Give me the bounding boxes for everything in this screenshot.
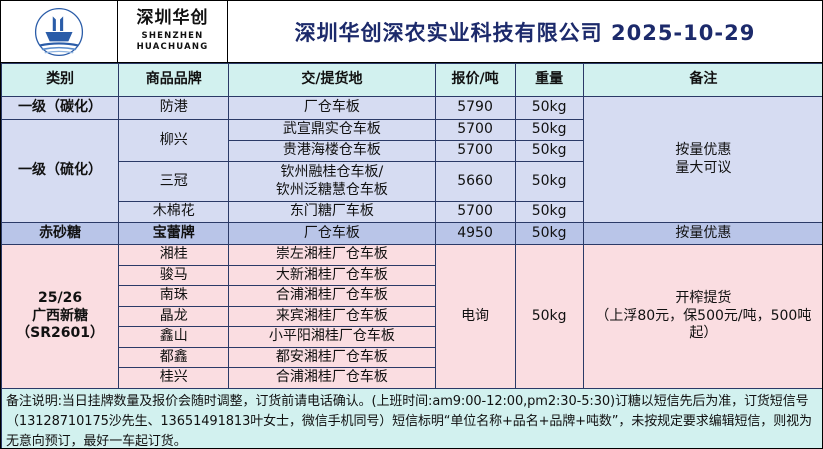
cell-place: 厂仓车板 — [228, 96, 436, 120]
note-line-2: （上浮80元，保500元/吨，500吨起） — [595, 307, 812, 342]
category-line-2: 广西新糖 — [32, 307, 89, 324]
table-row: 都鑫 都安湘桂厂仓车板 — [2, 346, 823, 368]
cell-place: 贵港海楼仓车板 — [228, 140, 436, 162]
category-line-1: 25/26 — [38, 290, 83, 306]
company-logo-cell — [1, 1, 118, 62]
table-row: 贵港海楼仓车板 5700 50kg — [2, 140, 823, 162]
page-title-cell: 深圳华创深农实业科技有限公司 2025-10-29 — [228, 1, 822, 62]
cell-category-sulfured: 一级（硫化） — [1, 119, 120, 223]
cell-brand: 鑫山 — [118, 326, 230, 348]
cell-brand: 柳兴 — [118, 119, 230, 162]
cell-place: 崇左湘桂厂仓车板 — [228, 244, 436, 266]
table-row: 赤砂糖 宝蕾牌 厂仓车板 4950 50kg 按量优惠 — [1, 222, 822, 245]
col-header-weight: 重量 — [514, 63, 584, 97]
cell-price: 5660 — [434, 161, 516, 202]
note-line-2: 量大可议 — [675, 159, 732, 176]
category-line-3: （SR2601） — [16, 325, 104, 341]
price-table: 类别 商品品牌 交/提货地 报价/吨 重量 备注 一级（碳化） 防港 厂仓车板 … — [1, 63, 823, 389]
table-row: 晶龙 来宾湘桂厂仓车板 — [2, 305, 823, 327]
brand-name-en: SHENZHEN HUACHUANG — [137, 31, 209, 54]
cell-price: 5700 — [434, 119, 516, 141]
cell-note-new-sugar: 开榨提货 （上浮80元，保500元/吨，500吨起） — [582, 244, 822, 389]
cell-brand: 三冠 — [118, 161, 230, 202]
cell-place: 武宣鼎实仓车板 — [228, 119, 436, 141]
cell-place: 合浦湘桂厂仓车板 — [228, 367, 436, 389]
cell-brand: 骏马 — [118, 264, 230, 286]
cell-brand: 南珠 — [118, 285, 230, 307]
table-header-row: 类别 商品品牌 交/提货地 报价/吨 重量 备注 — [1, 63, 822, 97]
cell-category-carbonized: 一级（碳化） — [1, 96, 120, 120]
cell-brand: 防港 — [118, 96, 230, 120]
company-brand-cell: 深圳华创 SHENZHEN HUACHUANG — [118, 1, 228, 62]
brand-en-line1: SHENZHEN — [141, 30, 204, 41]
table-row: 木棉花 东门糖厂车板 5700 50kg — [2, 201, 823, 223]
table-row: 一级（硫化） 柳兴 武宣鼎实仓车板 5700 50kg — [1, 119, 823, 223]
cell-weight: 50kg — [514, 201, 584, 223]
cell-brand: 湘桂 — [118, 244, 230, 266]
table-row: 骏马 大新湘桂厂仓车板 — [2, 264, 823, 286]
cell-category-new-sugar: 25/26 广西新糖 （SR2601） — [1, 244, 120, 389]
page-title: 深圳华创深农实业科技有限公司 2025-10-29 — [294, 20, 756, 45]
page-header: 深圳华创 SHENZHEN HUACHUANG 深圳华创深农实业科技有限公司 2… — [1, 1, 822, 63]
cell-price: 5790 — [434, 96, 516, 120]
footer-note: 备注说明:当日挂牌数量及报价会随时调整，订货前请电话确认。(上班时间:am9:0… — [1, 388, 822, 448]
col-header-price: 报价/吨 — [434, 63, 516, 97]
cell-brand: 桂兴 — [118, 367, 230, 389]
table-row: 25/26 广西新糖 （SR2601） 湘桂 崇左湘桂厂仓车板 电询 50kg … — [1, 244, 822, 389]
cell-weight: 50kg — [514, 222, 584, 245]
table-row: 鑫山 小平阳湘桂厂仓车板 — [2, 326, 823, 348]
place-line-2: 钦州泛糖慧仓车板 — [275, 181, 388, 198]
note-line-1: 开榨提货 — [675, 290, 732, 306]
cell-place: 合浦湘桂厂仓车板 — [228, 285, 436, 307]
cell-weight: 50kg — [514, 119, 584, 141]
cell-brand: 宝蕾牌 — [118, 222, 230, 245]
cell-place: 钦州融桂仓车板/ 钦州泛糖慧仓车板 — [228, 161, 436, 202]
cell-price: 4950 — [434, 222, 516, 245]
table-row: 桂兴 合浦湘桂厂仓车板 — [2, 367, 823, 389]
cell-weight: 50kg — [514, 244, 584, 389]
cell-place: 厂仓车板 — [228, 222, 436, 245]
cell-note: 按量优惠 — [582, 222, 822, 245]
place-line-1: 钦州融桂仓车板/ — [280, 164, 384, 180]
col-header-brand: 商品品牌 — [118, 63, 230, 97]
cell-price: 电询 — [434, 244, 516, 389]
cell-place: 小平阳湘桂厂仓车板 — [228, 326, 436, 348]
table-row: 三冠 钦州融桂仓车板/ 钦州泛糖慧仓车板 5660 50kg — [2, 161, 823, 202]
brand-name-cn: 深圳华创 — [136, 8, 209, 29]
cell-brand: 木棉花 — [118, 201, 230, 223]
cell-place: 大新湘桂厂仓车板 — [228, 264, 436, 286]
cell-category-brown-sugar: 赤砂糖 — [1, 222, 120, 245]
sailing-ship-circle-logo — [34, 7, 84, 56]
cell-place: 东门糖厂车板 — [228, 201, 436, 223]
cell-weight: 50kg — [514, 96, 584, 120]
cell-price: 5700 — [434, 140, 516, 162]
cell-weight: 50kg — [514, 161, 584, 202]
brand-en-line2: HUACHUANG — [136, 42, 209, 53]
cell-note-sulfur: 按量优惠 量大可议 — [582, 96, 822, 223]
col-header-place: 交/提货地 — [228, 63, 436, 97]
cell-brand: 都鑫 — [118, 346, 230, 368]
cell-weight: 50kg — [514, 140, 584, 162]
cell-place: 都安湘桂厂仓车板 — [228, 346, 436, 368]
cell-price: 5700 — [434, 201, 516, 223]
table-row: 一级（碳化） 防港 厂仓车板 5790 50kg 按量优惠 量大可议 — [1, 96, 822, 223]
note-line-1: 按量优惠 — [675, 142, 732, 158]
cell-place: 来宾湘桂厂仓车板 — [228, 305, 436, 327]
cell-brand: 晶龙 — [118, 305, 230, 327]
col-header-note: 备注 — [582, 63, 822, 97]
col-header-category: 类别 — [1, 63, 120, 97]
